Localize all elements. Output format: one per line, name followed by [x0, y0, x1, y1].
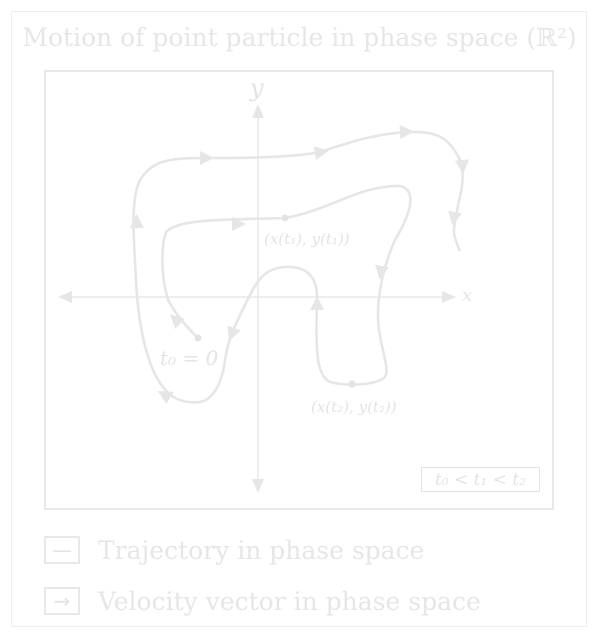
trajectory-path — [132, 130, 464, 404]
trajectory-symbol: — — [52, 538, 72, 562]
velocity-arrow-9 — [314, 146, 329, 160]
velocity-arrow-2 — [232, 217, 246, 231]
legend-label-velocity: Velocity vector in phase space — [98, 586, 481, 616]
x-axis-right-arrow — [442, 291, 456, 303]
point-t1 — [281, 214, 289, 222]
title-text: Motion of point particle in phase space — [22, 23, 519, 52]
point-t2 — [348, 380, 356, 388]
y-axis-bottom-arrow — [252, 479, 264, 493]
x-axis-label: x — [462, 285, 473, 306]
velocity-arrow-6 — [157, 391, 174, 405]
velocity-arrow-11 — [455, 159, 469, 174]
point-t2-label: (x(t₂), y(t₂)) — [311, 398, 397, 416]
velocity-arrow-5 — [227, 325, 241, 342]
velocity-arrow-12 — [448, 210, 462, 226]
time-ordering-text: t₀ < t₁ < t₂ — [434, 469, 527, 490]
legend-item-trajectory: — Trajectory in phase space — [44, 533, 424, 567]
y-axis-top-arrow — [252, 104, 264, 118]
x-axis-left-arrow — [58, 291, 72, 303]
point-t1-label: (x(t₁), y(t₁)) — [264, 230, 350, 248]
velocity-arrow-7 — [130, 214, 144, 229]
legend-label-trajectory: Trajectory in phase space — [98, 535, 425, 565]
time-ordering-box: t₀ < t₁ < t₂ — [421, 467, 540, 492]
point-t0-label: t₀ = 0 — [160, 346, 219, 370]
velocity-arrow-4 — [310, 296, 324, 310]
velocity-arrow-10 — [399, 125, 414, 139]
velocity-arrow-icon: → — [44, 587, 80, 615]
y-axis-label: y — [250, 74, 264, 102]
figure-frame — [11, 11, 587, 627]
trajectory-line-icon: — — [44, 536, 80, 564]
title-space-symbol: (ℝ²) — [526, 23, 577, 52]
point-t0 — [194, 334, 202, 342]
velocity-symbol: → — [53, 589, 71, 613]
legend-item-velocity: → Velocity vector in phase space — [44, 584, 481, 618]
velocity-arrow-3 — [375, 264, 389, 280]
figure-title: Motion of point particle in phase space … — [0, 23, 599, 52]
phase-space-panel — [44, 70, 554, 510]
velocity-arrow-8 — [200, 151, 214, 165]
